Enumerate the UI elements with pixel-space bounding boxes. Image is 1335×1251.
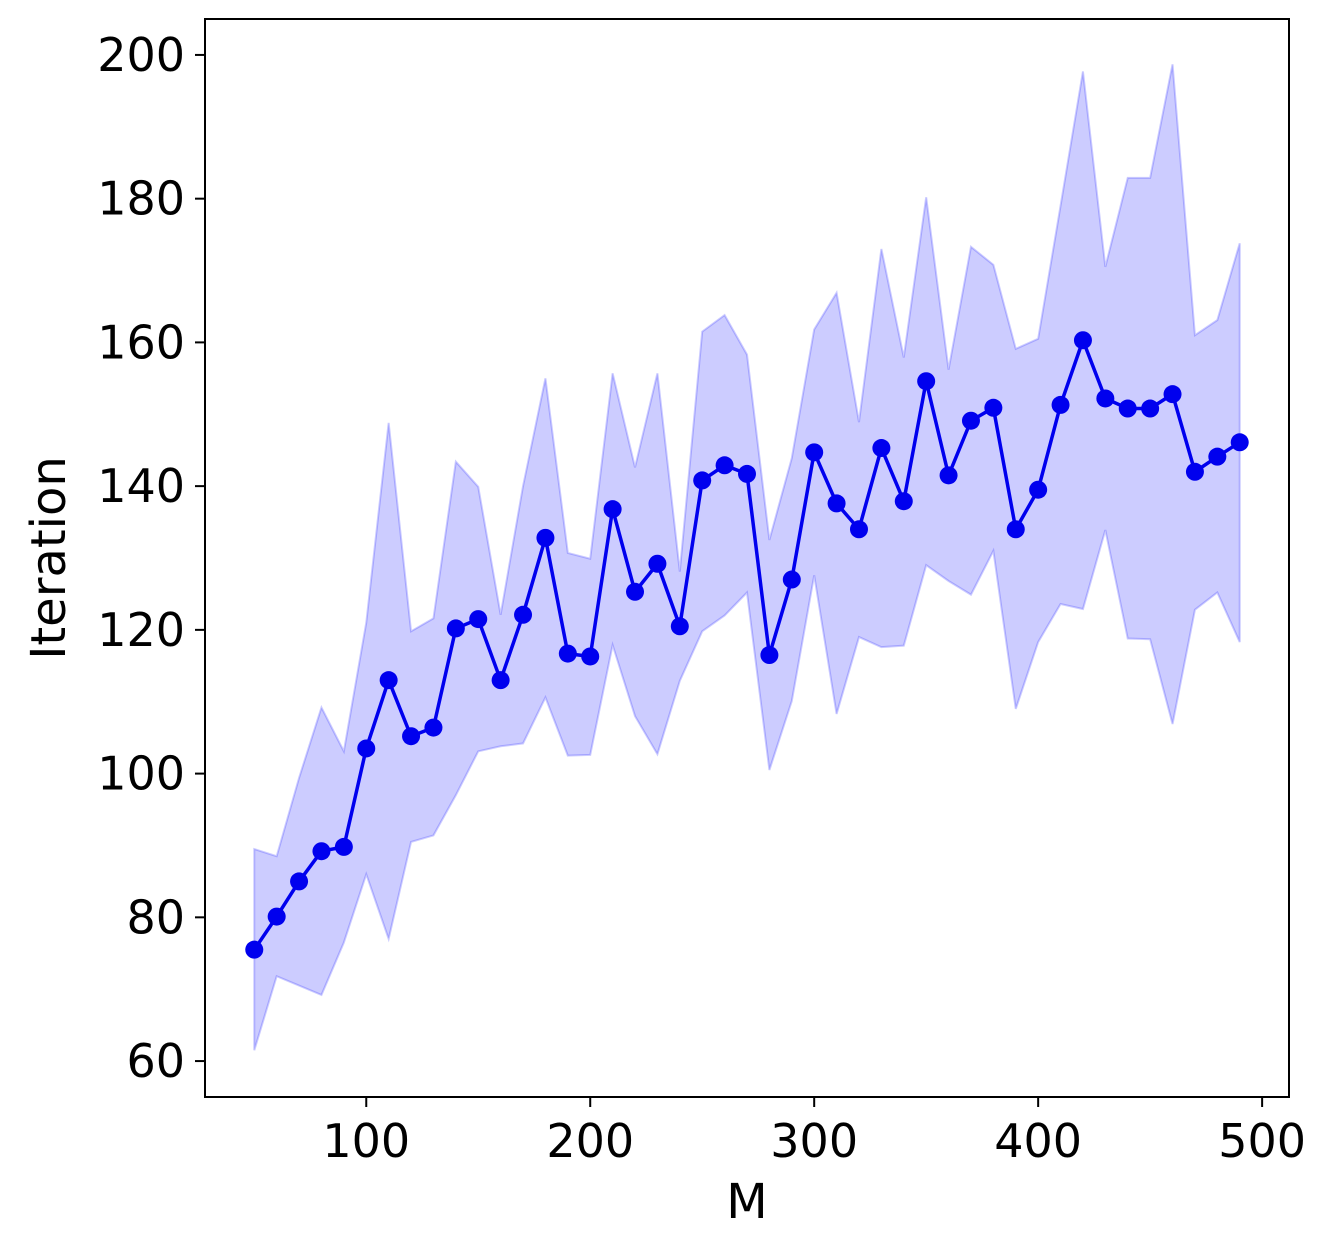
data-point [961,411,980,430]
data-point [469,610,488,629]
data-point [357,739,376,758]
y-tick-label: 160 [97,315,185,369]
mean-points-layer [245,331,1249,959]
data-point [603,500,622,519]
y-tick-label: 180 [97,172,185,226]
data-point [1118,399,1137,418]
data-point [536,528,555,547]
data-point [894,492,913,511]
data-point [402,727,421,746]
x-tick-label: 500 [1218,1114,1306,1168]
data-point [1073,331,1092,350]
data-point [312,842,331,861]
data-point [1051,395,1070,414]
data-point [1230,433,1249,452]
x-tick-label: 100 [322,1114,410,1168]
data-point [1096,389,1115,408]
data-point [939,466,958,485]
data-point [1185,462,1204,481]
data-point [760,646,779,665]
data-point [491,671,510,690]
y-tick-label: 100 [97,747,185,801]
y-tick-label: 80 [126,890,185,944]
data-point [626,582,645,601]
y-tick-label: 60 [126,1034,185,1088]
data-point [738,464,756,483]
data-point [446,619,465,638]
data-point [984,398,1003,417]
data-point [558,644,577,663]
data-point [1006,520,1025,539]
data-point [805,443,824,462]
data-point [290,872,309,891]
data-point [245,940,264,959]
data-point [827,494,846,513]
plot-area-frame [204,18,1290,1098]
data-point [782,570,801,589]
data-point [715,456,734,475]
y-tick-label: 120 [97,603,185,657]
data-point [1208,447,1227,466]
data-point [670,617,689,636]
data-point [1141,399,1160,418]
data-point [1029,480,1048,499]
y-tick-label: 140 [97,459,185,513]
data-point [514,605,533,624]
data-point [267,907,286,926]
y-tick-label: 200 [97,28,185,82]
y-axis-label: Iteration [21,456,77,660]
data-point [424,718,443,737]
confidence-band [253,64,1241,1051]
data-point [648,554,667,573]
x-tick-label: 400 [994,1114,1082,1168]
data-point [379,671,398,690]
data-point [334,837,353,856]
data-point [849,520,868,539]
data-point [872,439,891,458]
x-tick-label: 200 [546,1114,634,1168]
y-axis-ticks: 60 80 100 120 140 160 180 200 [97,28,205,1088]
x-axis-label: M [726,1174,767,1230]
data-point [693,471,712,490]
data-point [581,647,600,666]
data-point [1163,385,1182,404]
x-tick-label: 300 [770,1114,858,1168]
confidence-band-layer [253,64,1241,1051]
data-point [917,372,936,391]
x-axis-ticks: 100 200 300 400 500 [322,1097,1306,1168]
